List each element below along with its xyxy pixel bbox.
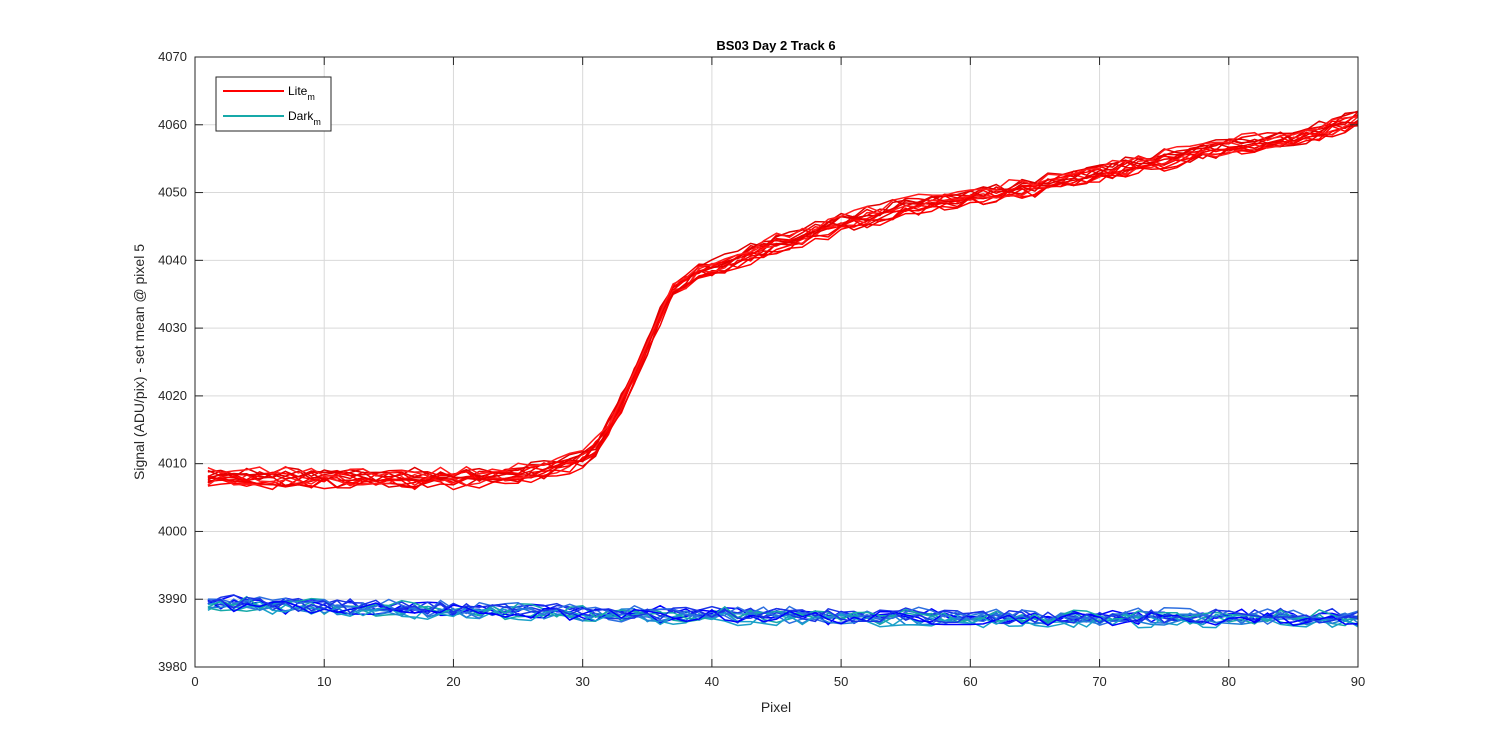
chart-title: BS03 Day 2 Track 6 (716, 38, 835, 53)
x-tick-label: 10 (317, 674, 331, 689)
y-tick-label: 3980 (158, 659, 187, 674)
x-tick-label: 30 (575, 674, 589, 689)
dark-series-line (207, 599, 1359, 627)
y-tick-label: 4030 (158, 320, 187, 335)
x-tick-label: 60 (963, 674, 977, 689)
x-tick-label: 0 (191, 674, 198, 689)
y-tick-label: 3990 (158, 591, 187, 606)
dark-series-line (207, 602, 1359, 629)
y-axis-label: Signal (ADU/pix) - set mean @ pixel 5 (131, 244, 147, 480)
x-tick-label: 70 (1092, 674, 1106, 689)
x-tick-label: 20 (446, 674, 460, 689)
y-tick-label: 4000 (158, 523, 187, 538)
dark-series-line (207, 596, 1359, 624)
data-layer (207, 110, 1359, 629)
y-tick-label: 4070 (158, 49, 187, 64)
x-axis-label: Pixel (761, 699, 791, 715)
legend-box (215, 76, 332, 132)
lite-series-line (207, 116, 1359, 478)
legend-lite-label: Litem (288, 84, 315, 102)
dark-series-line (207, 596, 1359, 621)
legend-dark-subscript: m (313, 117, 321, 127)
y-tick-label: 4010 (158, 456, 187, 471)
legend: Litem Darkm (215, 76, 332, 132)
x-tick-label: 50 (834, 674, 848, 689)
legend-lite-subscript: m (307, 92, 315, 102)
y-tick-label: 4060 (158, 117, 187, 132)
y-tick-label: 4050 (158, 185, 187, 200)
legend-dark-text: Dark (288, 109, 314, 123)
y-tick-label: 4040 (158, 252, 187, 267)
legend-dark-label: Darkm (288, 109, 321, 127)
y-tick-label: 4020 (158, 388, 187, 403)
x-tick-label: 90 (1351, 674, 1365, 689)
legend-lite-text: Lite (288, 84, 308, 98)
tick-layer: 0 10 20 30 40 50 60 70 80 90398039904000401040204… (158, 49, 1365, 689)
lite-series-line (207, 121, 1359, 482)
lite-series-line (207, 122, 1359, 489)
lite-series-line (207, 113, 1359, 484)
axes-box (194, 56, 1359, 668)
x-tick-label: 80 (1222, 674, 1236, 689)
x-tick-label: 40 (705, 674, 719, 689)
lite-series-line (207, 110, 1359, 481)
